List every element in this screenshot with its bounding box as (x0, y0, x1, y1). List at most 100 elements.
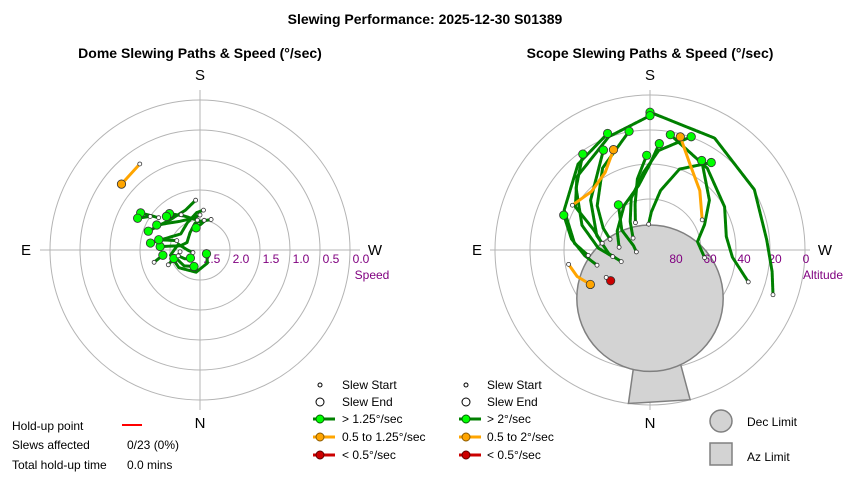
az-limit-legend-marker (709, 442, 733, 466)
az-limit-legend-label: Az Limit (747, 450, 790, 464)
scope-legend-end: Slew End (487, 395, 538, 409)
dome-legend-fast: > 1.25°/sec (342, 412, 403, 426)
dome-legend-end: Slew End (342, 395, 393, 409)
dome-tick-2: 1.5 (263, 252, 280, 266)
dome-legend-slow-marker (315, 450, 325, 460)
scope-start-marker-2 (702, 255, 707, 261)
dome-end-marker-5 (152, 220, 162, 230)
dome-grid (40, 90, 360, 410)
scope-start-marker-8 (630, 235, 636, 241)
dec-limit-legend-marker (709, 409, 733, 433)
dome-end-marker-9 (201, 249, 212, 259)
dome-tick-5: 0.0 (353, 252, 370, 266)
scope-start-marker-1 (745, 279, 751, 285)
dome-cardinal-bottom: N (195, 415, 206, 432)
dome-end-marker-13 (154, 235, 164, 245)
scope-cardinal-right: W (818, 242, 833, 259)
scope-end-marker-5 (654, 139, 664, 149)
scope-end-marker-1 (665, 130, 675, 140)
dome-start-marker-10 (177, 249, 183, 255)
dome-tick-1: 2.0 (233, 252, 250, 266)
dome-start-marker-6 (194, 217, 200, 223)
dome-path-5 (155, 213, 202, 227)
dome-start-marker-13 (174, 238, 180, 244)
scope-end-marker-3 (645, 111, 655, 121)
holdup-info: Hold-up point Slews affected 0/23 (0%) T… (12, 419, 179, 472)
scope-start-marker-15 (699, 217, 705, 223)
scope-path-16 (567, 262, 592, 286)
scope-chart-title: Scope Slewing Paths & Speed (°/sec) (527, 45, 774, 61)
dome-cardinal-top: S (195, 67, 205, 84)
scope-start-marker-13 (633, 249, 639, 255)
scope-start-marker-12 (633, 220, 638, 226)
dome-radial-label: Speed (355, 268, 390, 282)
scope-tick-0: 80 (669, 252, 683, 266)
scope-start-marker-3 (599, 240, 605, 246)
scope-end-marker-12 (642, 150, 652, 160)
scope-end-marker-10 (706, 157, 716, 168)
dome-legend-fast-marker (315, 414, 325, 424)
scope-start-marker-9 (618, 259, 624, 265)
scope-legend-fast: > 2°/sec (487, 412, 531, 426)
scope-end-marker-11 (559, 210, 569, 220)
dome-tick-3: 1.0 (293, 252, 310, 266)
scope-start-marker-6 (585, 253, 591, 258)
scope-end-marker-8 (686, 132, 696, 142)
scope-start-marker-16 (566, 261, 571, 267)
slews-affected-label: Slews affected (12, 438, 90, 452)
dome-start-marker-12 (151, 259, 157, 265)
scope-chart: Scope Slewing Paths & Speed (°/sec) S N … (472, 45, 843, 432)
scope-end-marker-16 (585, 279, 595, 290)
slews-affected-value: 0/23 (0%) (127, 438, 179, 452)
dome-legend-end-marker (315, 397, 325, 407)
scope-end-marker-2 (697, 155, 707, 166)
scope-end-marker-9 (598, 145, 609, 155)
scope-tick-4: 0 (803, 252, 810, 266)
dome-tick-4: 0.5 (323, 252, 340, 266)
scope-path-12 (633, 153, 649, 225)
scope-end-marker-13 (613, 200, 623, 210)
dome-legend-start-marker (317, 382, 323, 388)
dome-end-marker-8 (161, 211, 172, 222)
dome-start-marker-7 (208, 217, 214, 222)
scope-start-marker-11 (594, 262, 600, 268)
dome-start-marker-15 (137, 161, 143, 167)
dome-legend-slow: < 0.5°/sec (342, 448, 396, 462)
dome-legend-medium: 0.5 to 1.25°/sec (342, 430, 426, 444)
scope-legend-medium-marker (461, 432, 471, 442)
total-holdup-label: Total hold-up time (12, 458, 107, 472)
dome-legend: Slew Start Slew End > 1.25°/sec 0.5 to 1… (313, 378, 426, 462)
dome-end-marker-3 (145, 238, 156, 248)
scope-start-marker-10 (646, 221, 652, 227)
dome-end-marker-7 (191, 223, 201, 233)
dome-start-marker-1 (147, 214, 153, 219)
scope-cardinal-top: S (645, 67, 655, 84)
scope-start-marker-0 (770, 292, 776, 298)
dome-start-marker-14 (165, 262, 171, 268)
scope-path-14 (570, 148, 615, 207)
scope-radial-ticks: 80 60 40 20 0 (669, 252, 809, 266)
scope-end-marker-4 (624, 126, 634, 136)
scope-end-marker-15 (675, 132, 685, 142)
scope-path-8 (628, 135, 693, 240)
total-holdup-value: 0.0 mins (127, 458, 172, 472)
scope-tick-1: 60 (703, 252, 717, 266)
dome-end-marker-15 (116, 179, 127, 189)
scope-legend-slow: < 0.5°/sec (487, 448, 541, 462)
dome-chart: Dome Slewing Paths & Speed (°/sec) S N E… (21, 45, 389, 432)
dome-chart-title: Dome Slewing Paths & Speed (°/sec) (78, 45, 322, 61)
scope-path-7 (574, 152, 615, 259)
dome-start-marker-5 (197, 212, 203, 218)
scope-start-marker-17 (603, 274, 609, 280)
scope-tick-2: 40 (737, 252, 751, 266)
scope-legend-end-marker (461, 397, 471, 407)
scope-path-2 (696, 159, 711, 260)
scope-end-marker-6 (602, 128, 613, 139)
scope-legend: Slew Start Slew End > 2°/sec 0.5 to 2°/s… (459, 378, 554, 462)
dome-end-marker-10 (189, 261, 199, 272)
scope-start-marker-14 (570, 202, 575, 208)
scope-cardinal-left: E (472, 242, 482, 259)
scope-start-marker-5 (616, 244, 622, 250)
scope-limits (576, 224, 724, 405)
